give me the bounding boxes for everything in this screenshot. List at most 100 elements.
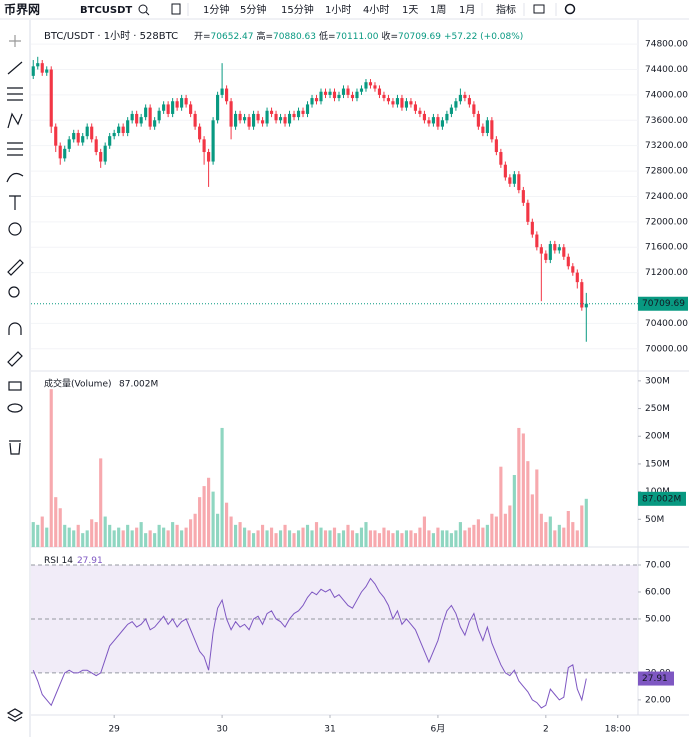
candle-body [225, 88, 229, 102]
candle-body [126, 120, 130, 133]
search-icon[interactable] [138, 4, 148, 14]
volume-bar [72, 530, 76, 547]
brush-icon[interactable] [6, 172, 24, 183]
candle-body [175, 101, 179, 108]
candle-body [571, 266, 575, 273]
volume-bar [346, 524, 350, 547]
interval-button[interactable]: 4小时 [363, 4, 389, 16]
volume-bar [45, 527, 49, 547]
trendline-icon[interactable] [7, 61, 23, 75]
magnet-icon[interactable] [8, 322, 22, 335]
settings-icon[interactable] [564, 3, 576, 15]
volume-bar [283, 524, 287, 547]
candle-body [45, 69, 49, 73]
volume-bar [81, 533, 85, 547]
candle-body [207, 152, 211, 162]
candle-body [40, 63, 44, 73]
volume-bar [323, 530, 328, 547]
rsi-line [32, 577, 587, 709]
lock-icon[interactable] [8, 381, 22, 391]
candle-body [157, 110, 161, 121]
volume-bar [409, 530, 413, 547]
symbol[interactable]: BTCUSDT [80, 5, 132, 16]
candle-body [251, 113, 256, 127]
volume-bar [49, 389, 53, 547]
candle-body [144, 107, 148, 118]
interval-button[interactable]: 1周 [430, 4, 446, 16]
volume-bar [368, 530, 373, 547]
candle-body [373, 85, 377, 89]
candle-body [521, 190, 525, 203]
volume-bar [117, 527, 121, 547]
volume-bar [211, 491, 215, 547]
draw-mode-icon[interactable] [7, 351, 23, 367]
rsi-value-box [638, 671, 674, 686]
candle-body [481, 126, 485, 133]
interval-button[interactable]: 1月 [459, 4, 475, 16]
volume-bar [359, 527, 364, 547]
volume-bar [63, 524, 67, 547]
candle-body [229, 101, 233, 127]
layers-icon[interactable] [6, 708, 24, 722]
volume-bar [54, 497, 58, 547]
volume-bar [431, 533, 435, 547]
volume-bar [350, 530, 355, 547]
ohlc-value: 70709.69 [398, 32, 441, 42]
candle-body [287, 113, 292, 124]
indicators-button[interactable]: 指标 [496, 3, 516, 16]
volume-bar [108, 524, 112, 547]
interval-button[interactable]: 1分钟 [203, 3, 229, 16]
x-tick-label: 18:00 [605, 725, 631, 735]
fib-icon[interactable] [7, 87, 23, 101]
candle-body [162, 104, 166, 111]
candle-body [431, 117, 435, 124]
volume-bar [355, 533, 359, 547]
ruler-icon[interactable] [7, 259, 24, 276]
delete-icon[interactable] [9, 440, 21, 455]
volume-bar [562, 527, 566, 547]
text-icon[interactable] [9, 195, 21, 210]
candle-body [548, 244, 552, 260]
ohlc-key: 开= [194, 31, 211, 42]
interval-button[interactable]: 15分钟 [281, 3, 314, 16]
emoji-icon[interactable] [8, 222, 22, 236]
logo[interactable]: 币界网 [4, 2, 40, 17]
volume-bar [445, 530, 449, 547]
volume-bar [548, 516, 552, 547]
volume-bar [269, 527, 274, 547]
volume-bar [373, 530, 377, 547]
candle-body [31, 66, 35, 76]
candle-body [436, 117, 440, 127]
zoom-icon[interactable] [8, 286, 20, 298]
x-tick-label: 29 [108, 725, 120, 735]
volume-bar [422, 516, 426, 547]
volume-bar [418, 527, 422, 547]
candle-body [90, 126, 94, 140]
candle-body [274, 113, 278, 121]
y-tick-label: 70400.00 [645, 319, 688, 329]
visibility-icon[interactable] [7, 403, 23, 413]
candle-body [171, 101, 175, 114]
pattern-icon[interactable] [7, 112, 23, 129]
candle-body [544, 253, 548, 260]
candle-body [562, 247, 566, 257]
interval-button[interactable]: 1小时 [325, 4, 351, 16]
candle-body [301, 110, 305, 114]
volume-bar [58, 508, 62, 547]
crosshair-icon[interactable] [9, 35, 21, 47]
volume-bar [278, 530, 283, 547]
volume-bar [175, 524, 179, 547]
volume-bar [557, 524, 561, 547]
volume-bar [364, 522, 368, 547]
interval-button[interactable]: 1天 [402, 5, 418, 16]
candle-body [63, 148, 67, 159]
candle-body [234, 113, 238, 127]
interval-button[interactable]: 5分钟 [240, 3, 266, 16]
candle-body [323, 91, 328, 95]
camera-icon[interactable] [533, 4, 545, 14]
projection-icon[interactable] [7, 142, 23, 156]
candle-body [305, 104, 310, 114]
volume-bar [243, 527, 247, 547]
chart-type-icon[interactable] [171, 3, 181, 15]
volume-bar [166, 530, 170, 547]
